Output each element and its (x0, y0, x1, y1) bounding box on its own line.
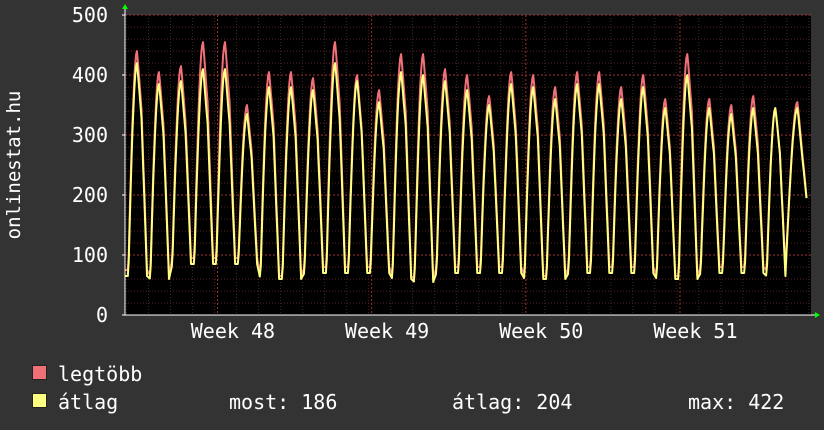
plot-background (125, 15, 811, 315)
y-tick-label: 400 (72, 63, 108, 87)
stat-most: most: 186 (229, 390, 338, 414)
y-tick-label: 0 (96, 303, 108, 327)
x-axis-arrow (815, 312, 820, 318)
series-line-1 (124, 62, 808, 283)
legend-swatch-atlag (32, 393, 47, 408)
y-tick-label: 500 (72, 3, 108, 27)
y-tick-label: 100 (72, 243, 108, 267)
legend-label-atlag: átlag (58, 390, 119, 414)
y-tick-labels: 0 100 200 300 400 500 (72, 3, 108, 327)
major-grid (125, 14, 811, 316)
x-tick-label: Week 48 (191, 319, 275, 343)
y-axis-label: onlinestat.hu (3, 91, 25, 240)
x-tick-labels: Week 48 Week 49 Week 50 Week 51 (191, 319, 738, 343)
y-tick-label: 300 (72, 123, 108, 147)
x-tick-label: Week 49 (345, 319, 429, 343)
x-tick-label: Week 50 (499, 319, 583, 343)
legend-label-legtobb: legtöbb (58, 362, 143, 386)
axes (122, 4, 820, 318)
x-tick-label: Week 51 (653, 319, 737, 343)
stat-atlag: átlag: 204 (452, 390, 573, 414)
series-layer (124, 41, 808, 283)
legend-swatch-legtobb (32, 365, 47, 380)
y-tick-label: 200 (72, 183, 108, 207)
stat-max: max: 422 (688, 390, 785, 414)
y-axis-arrow (122, 4, 128, 9)
